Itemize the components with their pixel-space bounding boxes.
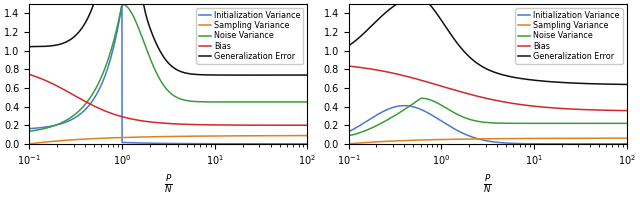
Sampling Variance [345, 143, 353, 145]
Generalization Error [295, 74, 303, 76]
Bias [614, 109, 622, 112]
Line: Generalization Error: Generalization Error [29, 0, 307, 75]
Noise Variance [623, 122, 630, 125]
Generalization Error [461, 52, 469, 54]
Bias [600, 109, 608, 111]
Bias [547, 106, 554, 109]
Noise Variance [600, 122, 608, 125]
Noise Variance [345, 134, 353, 137]
Initialization Variance [118, 3, 126, 6]
Initialization Variance [461, 133, 469, 136]
Sampling Variance [295, 134, 303, 137]
Sampling Variance [461, 138, 469, 140]
Line: Bias: Bias [29, 74, 307, 125]
Generalization Error [145, 22, 152, 25]
Initialization Variance [145, 142, 152, 144]
Sampling Variance [600, 137, 608, 139]
Initialization Variance [623, 143, 630, 145]
Initialization Variance [614, 143, 622, 145]
Initialization Variance [464, 134, 472, 137]
Line: Sampling Variance: Sampling Variance [29, 136, 307, 144]
Initialization Variance [600, 143, 608, 145]
Noise Variance [145, 53, 152, 55]
Noise Variance [614, 122, 622, 125]
Sampling Variance [303, 134, 311, 137]
Bias [26, 73, 33, 76]
Bias [142, 120, 150, 123]
Initialization Variance [157, 142, 165, 144]
Line: Noise Variance: Noise Variance [29, 4, 307, 131]
Generalization Error [244, 74, 252, 76]
Noise Variance [26, 130, 33, 133]
Bias [295, 124, 303, 126]
Noise Variance [282, 101, 289, 103]
Line: Initialization Variance: Initialization Variance [349, 106, 627, 144]
Noise Variance [417, 97, 425, 100]
Bias [157, 122, 165, 124]
Sampling Variance [477, 138, 484, 140]
Line: Noise Variance: Noise Variance [349, 98, 627, 136]
Bias [464, 93, 472, 95]
Generalization Error [157, 52, 165, 55]
Sampling Variance [142, 136, 150, 138]
Bias [281, 124, 289, 126]
Initialization Variance [345, 131, 353, 133]
Sampling Variance [623, 137, 630, 139]
Initialization Variance [142, 142, 150, 144]
Noise Variance [118, 3, 126, 5]
Initialization Variance [547, 143, 555, 145]
X-axis label: $\frac{P}{N}$: $\frac{P}{N}$ [483, 173, 492, 195]
Generalization Error [303, 74, 311, 76]
Bias [145, 121, 152, 123]
Noise Variance [464, 118, 472, 120]
Generalization Error [26, 45, 33, 48]
Initialization Variance [477, 138, 484, 141]
Generalization Error [623, 83, 630, 86]
Generalization Error [477, 64, 484, 67]
Sampling Variance [547, 137, 554, 139]
Noise Variance [142, 47, 150, 50]
Sampling Variance [26, 143, 33, 145]
Initialization Variance [401, 104, 408, 107]
Sampling Variance [228, 135, 236, 137]
Generalization Error [547, 81, 555, 83]
Bias [461, 92, 469, 94]
Generalization Error [345, 44, 353, 47]
Generalization Error [600, 83, 608, 85]
Sampling Variance [157, 135, 165, 138]
Noise Variance [461, 117, 469, 119]
Generalization Error [614, 83, 622, 86]
X-axis label: $\frac{P}{N}$: $\frac{P}{N}$ [164, 173, 173, 195]
Noise Variance [295, 101, 303, 103]
Noise Variance [477, 121, 484, 123]
Bias [477, 96, 484, 98]
Bias [623, 109, 630, 112]
Noise Variance [547, 122, 555, 125]
Initialization Variance [228, 142, 236, 145]
Bias [303, 124, 311, 126]
Initialization Variance [295, 143, 303, 145]
Noise Variance [303, 101, 311, 103]
Line: Initialization Variance: Initialization Variance [29, 5, 307, 144]
Initialization Variance [26, 127, 33, 130]
Line: Sampling Variance: Sampling Variance [349, 138, 627, 144]
Line: Generalization Error: Generalization Error [349, 0, 627, 84]
Noise Variance [157, 81, 165, 83]
Line: Bias: Bias [349, 66, 627, 111]
Initialization Variance [282, 143, 289, 145]
Bias [228, 124, 236, 126]
Sampling Variance [614, 137, 622, 139]
Generalization Error [142, 15, 150, 17]
Sampling Variance [464, 138, 472, 140]
Initialization Variance [303, 143, 311, 145]
Noise Variance [228, 101, 236, 103]
Generalization Error [464, 54, 472, 57]
Generalization Error [282, 74, 289, 76]
Legend: Initialization Variance, Sampling Variance, Noise Variance, Bias, Generalization: Initialization Variance, Sampling Varian… [515, 8, 623, 64]
Bias [345, 65, 353, 67]
Generalization Error [228, 74, 236, 76]
Legend: Initialization Variance, Sampling Variance, Noise Variance, Bias, Generalization: Initialization Variance, Sampling Varian… [196, 8, 303, 64]
Sampling Variance [145, 136, 152, 138]
Sampling Variance [281, 135, 289, 137]
